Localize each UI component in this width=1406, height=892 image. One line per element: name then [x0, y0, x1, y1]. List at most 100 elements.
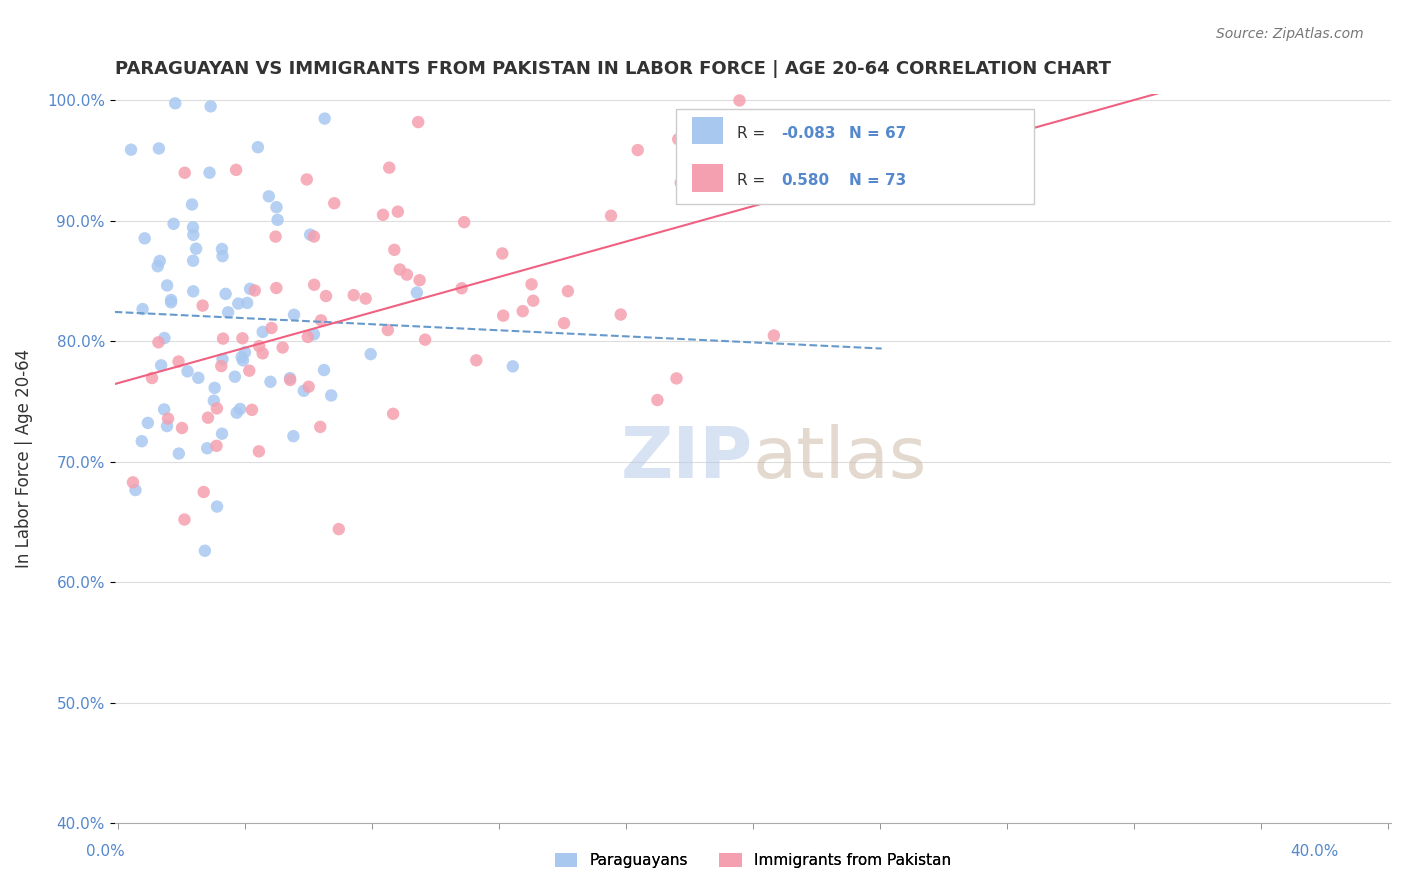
- Point: [233, 345, 256, 359]
- Point: [257, 189, 280, 203]
- Legend: Paraguayans, Immigrants from Pakistan: Paraguayans, Immigrants from Pakistan: [548, 847, 957, 874]
- Point: [312, 363, 335, 377]
- Text: R =: R =: [738, 173, 770, 188]
- Point: [153, 402, 176, 417]
- Point: [328, 522, 350, 536]
- Point: [231, 350, 253, 364]
- Point: [387, 204, 409, 219]
- Point: [292, 384, 315, 398]
- Point: [229, 401, 252, 416]
- Point: [240, 402, 263, 417]
- Point: [191, 299, 214, 313]
- Point: [553, 316, 575, 330]
- Point: [239, 282, 262, 296]
- Point: [167, 446, 190, 460]
- Point: [395, 268, 418, 282]
- Point: [181, 253, 204, 268]
- Point: [187, 371, 209, 385]
- Point: [278, 371, 301, 385]
- Point: [252, 346, 274, 360]
- Point: [122, 475, 145, 490]
- Point: [173, 166, 195, 180]
- Point: [382, 243, 405, 257]
- Point: [211, 426, 233, 441]
- Point: [173, 512, 195, 526]
- Point: [647, 392, 669, 407]
- Point: [669, 176, 692, 190]
- Point: [195, 442, 218, 456]
- Point: [600, 209, 623, 223]
- Point: [162, 217, 184, 231]
- Point: [157, 411, 180, 425]
- Point: [299, 227, 322, 242]
- Point: [198, 166, 221, 180]
- Point: [665, 371, 688, 385]
- Point: [266, 212, 288, 227]
- Text: N = 73: N = 73: [849, 173, 905, 188]
- Point: [225, 162, 247, 177]
- Point: [150, 359, 173, 373]
- Point: [214, 286, 236, 301]
- Point: [762, 328, 785, 343]
- Point: [252, 325, 274, 339]
- Point: [134, 231, 156, 245]
- Text: PARAGUAYAN VS IMMIGRANTS FROM PAKISTAN IN LABOR FORCE | AGE 20-64 CORRELATION CH: PARAGUAYAN VS IMMIGRANTS FROM PAKISTAN I…: [115, 60, 1111, 78]
- Point: [302, 277, 325, 292]
- Point: [492, 309, 515, 323]
- Point: [405, 285, 427, 300]
- Text: ZIP: ZIP: [620, 425, 752, 493]
- Point: [453, 215, 475, 229]
- Point: [170, 421, 193, 435]
- Point: [243, 284, 266, 298]
- Point: [512, 304, 534, 318]
- Point: [205, 500, 228, 514]
- Point: [226, 296, 249, 310]
- Point: [371, 208, 394, 222]
- Point: [153, 331, 176, 345]
- Point: [627, 143, 650, 157]
- Point: [298, 380, 321, 394]
- Point: [465, 353, 488, 368]
- Point: [278, 373, 301, 387]
- Point: [690, 186, 713, 200]
- Point: [165, 96, 187, 111]
- Point: [238, 364, 260, 378]
- Point: [522, 293, 544, 308]
- Point: [321, 388, 343, 402]
- Point: [557, 284, 579, 298]
- Point: [283, 308, 305, 322]
- Point: [131, 434, 153, 449]
- Point: [156, 278, 179, 293]
- Point: [236, 296, 259, 310]
- Point: [181, 227, 204, 242]
- Point: [211, 249, 233, 263]
- Point: [413, 333, 436, 347]
- Point: [202, 393, 225, 408]
- Point: [211, 242, 233, 256]
- Point: [217, 305, 239, 319]
- Point: [181, 285, 204, 299]
- Point: [309, 313, 332, 327]
- Point: [266, 281, 288, 295]
- Point: [297, 330, 319, 344]
- Point: [209, 359, 232, 373]
- Point: [176, 364, 198, 378]
- Point: [197, 410, 219, 425]
- Point: [723, 144, 745, 158]
- FancyBboxPatch shape: [676, 109, 1033, 203]
- Point: [502, 359, 524, 374]
- FancyBboxPatch shape: [692, 164, 724, 192]
- Point: [205, 439, 228, 453]
- Point: [314, 112, 336, 126]
- Point: [124, 483, 146, 497]
- Point: [406, 115, 429, 129]
- Point: [315, 289, 337, 303]
- FancyBboxPatch shape: [692, 117, 724, 145]
- Point: [181, 220, 204, 235]
- Text: atlas: atlas: [752, 425, 927, 493]
- Text: 0.580: 0.580: [780, 173, 830, 188]
- Text: 40.0%: 40.0%: [1291, 845, 1339, 859]
- Point: [204, 381, 226, 395]
- Point: [247, 444, 270, 458]
- Text: 0.0%: 0.0%: [86, 845, 125, 859]
